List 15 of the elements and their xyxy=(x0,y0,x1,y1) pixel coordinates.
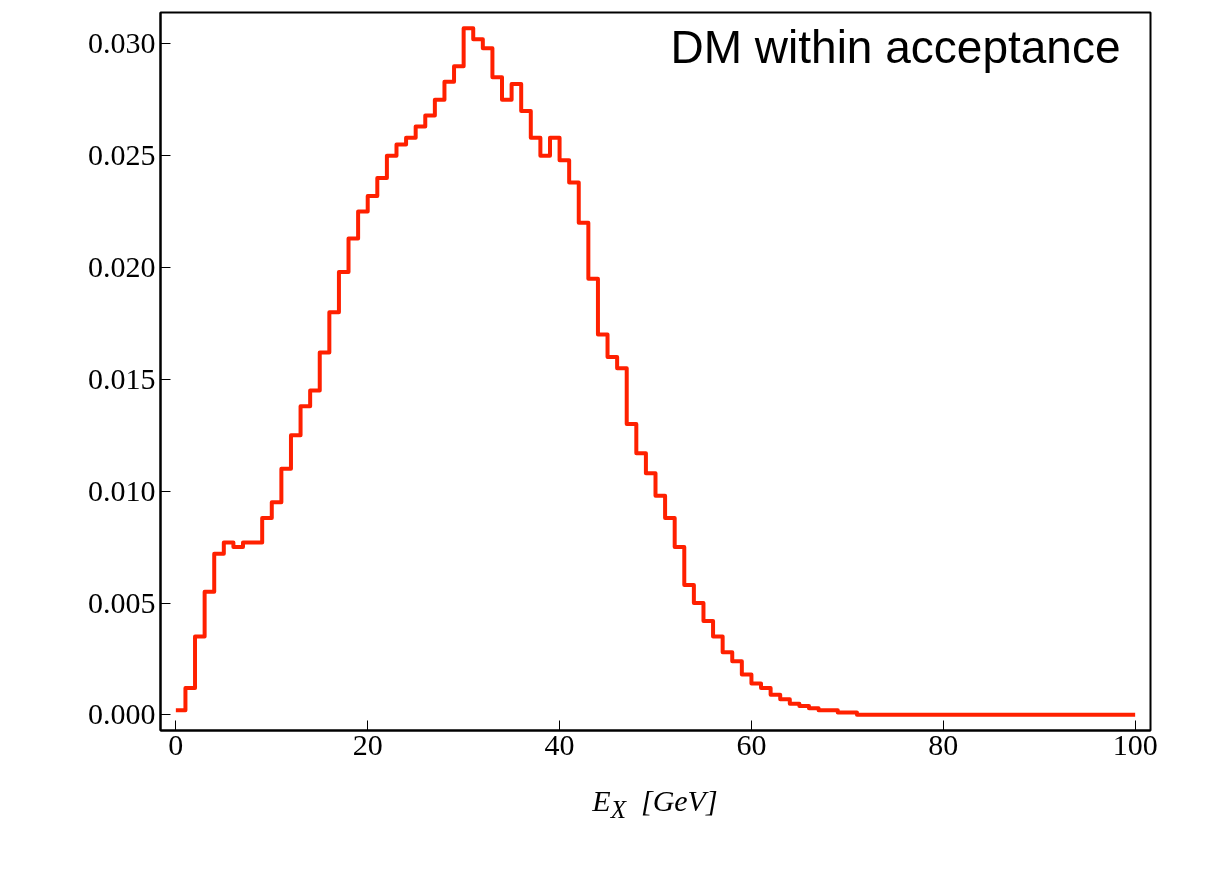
y-tick-label: 0.000 xyxy=(88,697,156,731)
y-tick-label: 0.030 xyxy=(88,26,156,60)
x-tick-label: 0 xyxy=(168,727,184,761)
x-tick-label: 80 xyxy=(928,727,959,761)
y-tick-label: 0.025 xyxy=(88,138,156,172)
x-tick-label: 20 xyxy=(352,727,383,761)
annotation: DM within acceptance xyxy=(670,20,1121,73)
x-tick-label: 60 xyxy=(736,727,767,761)
y-tick-label: 0.010 xyxy=(88,473,156,507)
y-tick-label: 0.020 xyxy=(88,249,156,283)
x-tick-label: 40 xyxy=(544,727,575,761)
x-axis-title: E$_{X}$ [GeV] xyxy=(592,783,718,825)
y-tick-label: 0.015 xyxy=(88,361,156,395)
x-tick-label: 100 xyxy=(1112,727,1158,761)
y-tick-label: 0.005 xyxy=(88,585,156,619)
